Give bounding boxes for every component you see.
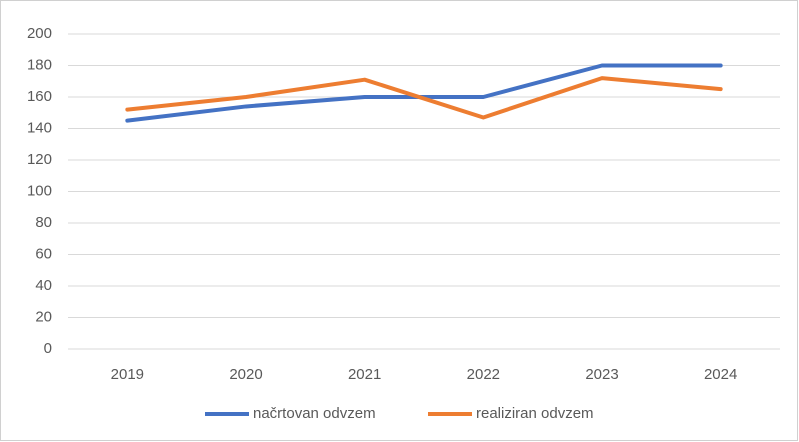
x-tick-label: 2021 xyxy=(348,366,381,383)
line-series xyxy=(125,76,723,120)
y-tick-label: 120 xyxy=(27,151,52,168)
legend-label: realiziran odvzem xyxy=(476,405,594,422)
y-tick-label: 160 xyxy=(27,88,52,105)
x-tick-label: 2023 xyxy=(585,366,618,383)
y-tick-label: 40 xyxy=(35,277,52,294)
y-tick-label: 20 xyxy=(35,308,52,325)
x-tick-label: 2024 xyxy=(704,366,737,383)
x-tick-label: 2022 xyxy=(467,366,500,383)
y-tick-label: 80 xyxy=(35,214,52,231)
y-tick-label: 180 xyxy=(27,56,52,73)
legend-label: načrtovan odvzem xyxy=(253,405,376,422)
x-tick-label: 2019 xyxy=(111,366,144,383)
y-tick-label: 60 xyxy=(35,245,52,262)
y-tick-label: 100 xyxy=(27,182,52,199)
y-tick-label: 0 xyxy=(44,340,52,357)
x-tick-label: 2020 xyxy=(229,366,262,383)
y-tick-label: 200 xyxy=(27,25,52,42)
y-tick-label: 140 xyxy=(27,119,52,136)
